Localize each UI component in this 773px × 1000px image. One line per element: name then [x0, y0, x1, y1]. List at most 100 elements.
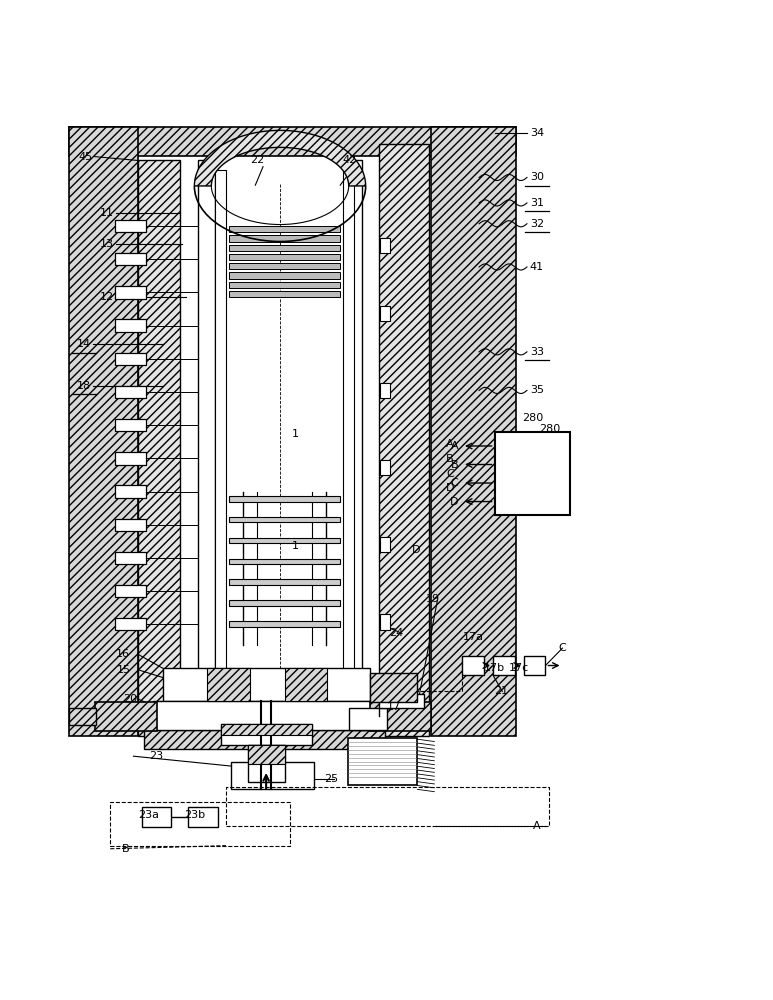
Bar: [115, 485, 146, 498]
Bar: [145, 730, 385, 749]
Bar: [493, 656, 515, 675]
Bar: [229, 538, 340, 543]
Bar: [198, 160, 215, 701]
Bar: [115, 386, 146, 398]
Bar: [524, 656, 546, 675]
Text: 19: 19: [426, 594, 440, 604]
Text: 1: 1: [292, 541, 299, 551]
Text: 35: 35: [530, 385, 544, 395]
Text: 30: 30: [530, 172, 544, 182]
Text: C: C: [559, 643, 567, 653]
Text: 21: 21: [494, 686, 508, 696]
Bar: [229, 517, 340, 522]
Bar: [380, 614, 390, 630]
Bar: [380, 306, 390, 321]
Bar: [247, 745, 284, 764]
Bar: [142, 807, 172, 827]
Text: A: A: [446, 439, 454, 449]
Text: 23: 23: [149, 751, 164, 761]
Text: D: D: [445, 483, 454, 493]
Bar: [229, 496, 340, 502]
Bar: [69, 127, 138, 736]
Bar: [229, 559, 340, 564]
Text: 17c: 17c: [509, 663, 530, 673]
Bar: [115, 319, 146, 332]
Bar: [431, 127, 516, 736]
Bar: [229, 254, 340, 260]
Text: 17: 17: [387, 702, 401, 712]
Bar: [69, 127, 516, 156]
Text: 17b: 17b: [484, 663, 505, 673]
Text: D: D: [450, 497, 458, 507]
Bar: [348, 738, 417, 785]
Bar: [462, 656, 484, 675]
Bar: [115, 452, 146, 465]
Text: 25: 25: [324, 774, 338, 784]
Text: 45: 45: [79, 152, 93, 162]
Bar: [220, 724, 312, 735]
Text: B: B: [446, 454, 454, 464]
Bar: [284, 668, 327, 701]
Text: D: D: [411, 545, 420, 555]
Text: 14: 14: [77, 339, 91, 349]
Bar: [229, 291, 340, 297]
Text: 16: 16: [116, 649, 130, 659]
Bar: [349, 708, 386, 730]
Text: 20: 20: [123, 694, 138, 704]
Bar: [188, 807, 217, 827]
Text: 41: 41: [530, 262, 544, 272]
Text: 23b: 23b: [185, 810, 206, 820]
Bar: [380, 238, 390, 253]
Text: 42: 42: [342, 155, 356, 165]
Text: 1: 1: [292, 429, 299, 439]
Bar: [154, 701, 376, 730]
Bar: [207, 668, 250, 701]
Text: B: B: [122, 844, 130, 854]
Bar: [229, 621, 340, 627]
Bar: [369, 702, 431, 731]
Bar: [220, 724, 312, 745]
Bar: [115, 585, 146, 597]
Text: A: A: [451, 441, 458, 451]
Bar: [95, 702, 157, 731]
Text: 34: 34: [530, 128, 544, 138]
Bar: [115, 353, 146, 365]
Text: C: C: [451, 478, 458, 488]
Text: 280: 280: [540, 424, 560, 434]
Bar: [138, 160, 180, 736]
Text: 24: 24: [389, 628, 403, 638]
Polygon shape: [194, 130, 366, 186]
Bar: [345, 160, 362, 701]
Text: 12: 12: [100, 292, 114, 302]
Bar: [115, 519, 146, 531]
Text: 18: 18: [77, 381, 91, 391]
Bar: [115, 286, 146, 299]
Text: 280: 280: [522, 413, 543, 423]
Bar: [115, 618, 146, 630]
Bar: [379, 694, 424, 708]
Bar: [229, 263, 340, 269]
Bar: [115, 253, 146, 265]
Bar: [495, 432, 570, 515]
Bar: [343, 170, 354, 708]
Bar: [379, 144, 429, 736]
Bar: [69, 708, 96, 725]
Bar: [163, 668, 369, 701]
Bar: [229, 579, 340, 585]
Bar: [229, 600, 340, 606]
Text: A: A: [533, 821, 541, 831]
Bar: [229, 282, 340, 288]
Bar: [115, 419, 146, 431]
Text: 32: 32: [530, 219, 544, 229]
Bar: [229, 245, 340, 251]
Text: 31: 31: [530, 198, 544, 208]
Bar: [229, 226, 340, 232]
Text: 22: 22: [250, 155, 264, 165]
Bar: [380, 383, 390, 398]
Bar: [229, 235, 340, 242]
Bar: [380, 460, 390, 475]
Text: 13: 13: [100, 239, 114, 249]
Text: C: C: [446, 469, 454, 479]
Text: B: B: [451, 460, 458, 470]
Text: 11: 11: [100, 208, 114, 218]
